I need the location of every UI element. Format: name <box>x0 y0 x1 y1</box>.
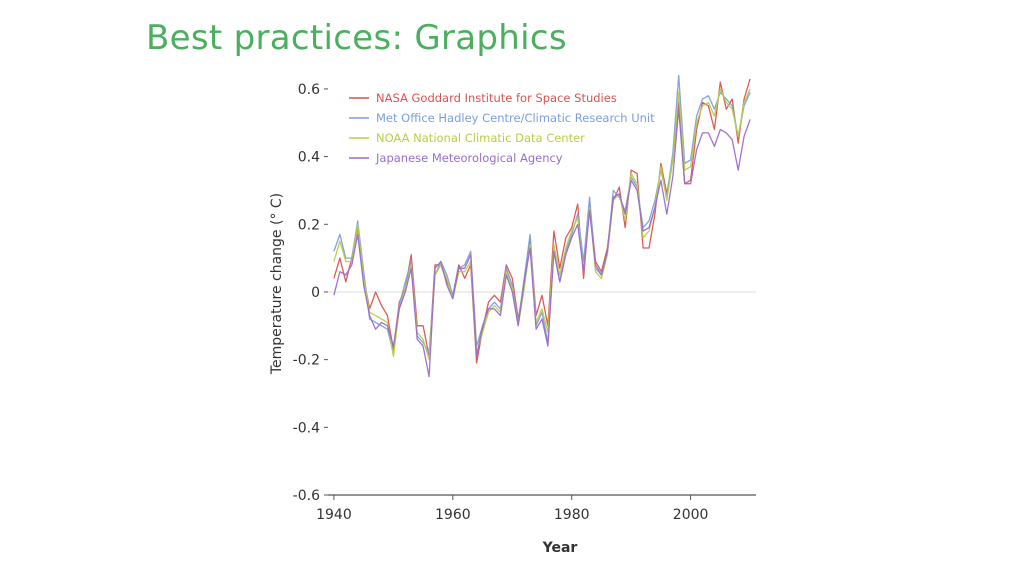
y-tick-label: 0 <box>311 285 320 301</box>
y-tick-label: -0.2 <box>293 353 320 369</box>
y-tick-label: 0.2 <box>298 217 320 233</box>
series-line-2 <box>333 74 751 354</box>
axes: -0.6 -0.4 -0.2 0 0.2 0.4 0.6 1940 1960 1980 2000 <box>293 82 756 523</box>
series-line-3 <box>333 88 751 361</box>
legend: NASA Goddard Institute for Space Studies… <box>349 91 655 165</box>
series-lines <box>333 74 751 378</box>
legend-label: NOAA National Climatic Data Center <box>376 131 585 145</box>
y-axis-title: Temperature change (° C) <box>269 193 285 375</box>
x-tick-label: 1980 <box>554 507 590 523</box>
series-line-4 <box>333 108 751 378</box>
legend-label: NASA Goddard Institute for Space Studies <box>376 91 617 105</box>
legend-label: Met Office Hadley Centre/Climatic Resear… <box>376 111 655 125</box>
y-tick-label: -0.6 <box>293 488 320 504</box>
y-tick-label: 0.6 <box>298 82 320 98</box>
x-axis-title: Year <box>542 540 578 556</box>
x-tick-label: 1960 <box>435 507 471 523</box>
slide-title: Best practices: Graphics <box>146 18 567 58</box>
legend-label: Japanese Meteorological Agency <box>375 151 563 165</box>
y-tick-label: -0.4 <box>293 420 320 436</box>
x-tick-label: 1940 <box>316 507 352 523</box>
x-tick-label: 2000 <box>673 507 709 523</box>
y-tick-label: 0.4 <box>298 150 320 166</box>
